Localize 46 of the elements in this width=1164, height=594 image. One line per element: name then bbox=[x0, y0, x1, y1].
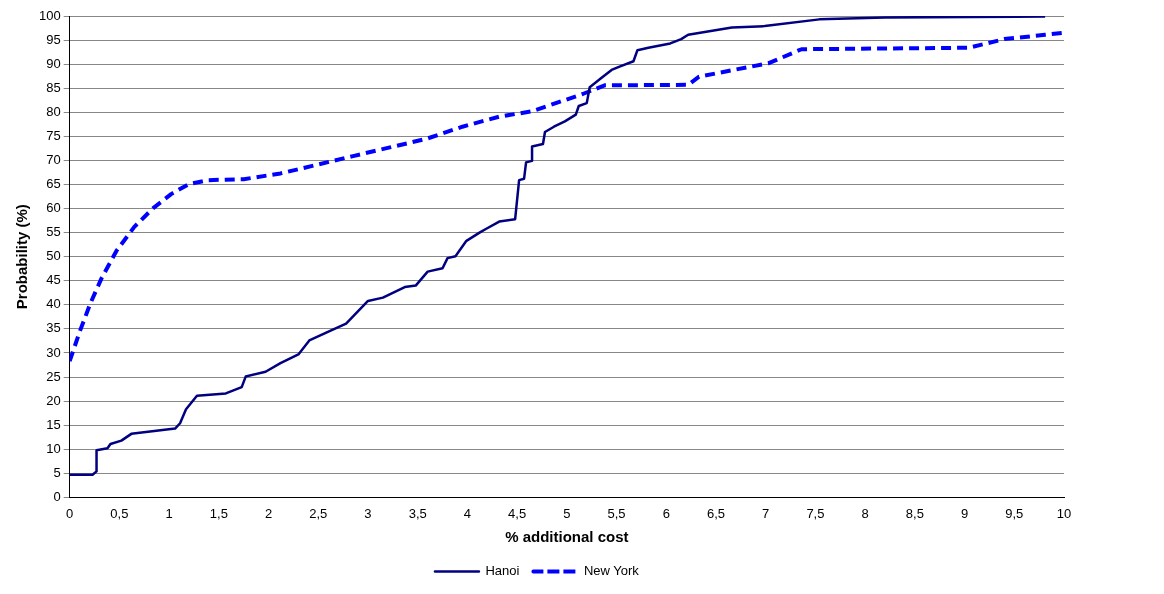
x-axis-title: % additional cost bbox=[505, 528, 629, 546]
x-tick-label: 4 bbox=[463, 505, 472, 521]
x-tick-label: 1,5 bbox=[209, 505, 228, 521]
x-tick-label: 10 bbox=[1056, 505, 1072, 521]
y-tick-label: 15 bbox=[46, 416, 61, 432]
y-tick-label: 65 bbox=[46, 176, 61, 192]
y-tick-label: 45 bbox=[46, 272, 61, 288]
x-tick-label: 2,5 bbox=[309, 505, 328, 521]
y-tick-label: 80 bbox=[46, 103, 61, 119]
y-tick-label: 30 bbox=[46, 344, 61, 360]
y-tick-label: 5 bbox=[53, 464, 61, 480]
x-tick-label: 3 bbox=[364, 505, 372, 521]
x-tick-label: 1 bbox=[165, 505, 173, 521]
legend-label: New York bbox=[583, 563, 640, 579]
y-tick-label: 20 bbox=[46, 392, 61, 408]
y-tick-label: 60 bbox=[46, 200, 61, 216]
x-tick-label: 5,5 bbox=[607, 505, 626, 521]
y-tick-label: 25 bbox=[46, 368, 61, 384]
y-tick-label: 10 bbox=[46, 440, 61, 456]
y-tick-label: 85 bbox=[46, 79, 61, 95]
x-tick-label: 4,5 bbox=[508, 505, 527, 521]
x-tick-label: 3,5 bbox=[408, 505, 427, 521]
x-tick-label: 6,5 bbox=[706, 505, 726, 521]
x-tick-label: 8,5 bbox=[905, 505, 924, 521]
y-axis-title: Probability (%) bbox=[13, 204, 31, 310]
x-tick-label: 8 bbox=[861, 505, 869, 521]
x-tick-label: 9,5 bbox=[1005, 505, 1024, 521]
y-tick-label: 50 bbox=[46, 248, 61, 264]
x-tick-label: 7 bbox=[762, 505, 770, 521]
y-tick-label: 100 bbox=[38, 7, 61, 23]
x-tick-label: 2 bbox=[264, 505, 273, 521]
y-tick-label: 55 bbox=[46, 224, 61, 240]
x-tick-label: 0,5 bbox=[110, 505, 129, 521]
y-tick-label: 35 bbox=[46, 320, 61, 336]
y-tick-label: 40 bbox=[46, 296, 61, 312]
x-tick-label: 0 bbox=[66, 505, 74, 521]
legend-label: Hanoi bbox=[485, 563, 520, 579]
x-tick-label: 9 bbox=[960, 505, 969, 521]
y-tick-label: 90 bbox=[46, 55, 61, 71]
x-tick-label: 5 bbox=[563, 505, 571, 521]
x-tick-label: 7,5 bbox=[806, 505, 825, 521]
y-tick-label: 95 bbox=[46, 31, 61, 47]
y-tick-label: 0 bbox=[53, 488, 61, 504]
y-tick-label: 75 bbox=[46, 127, 61, 143]
y-tick-label: 70 bbox=[46, 152, 61, 167]
x-tick-label: 6 bbox=[662, 505, 670, 521]
